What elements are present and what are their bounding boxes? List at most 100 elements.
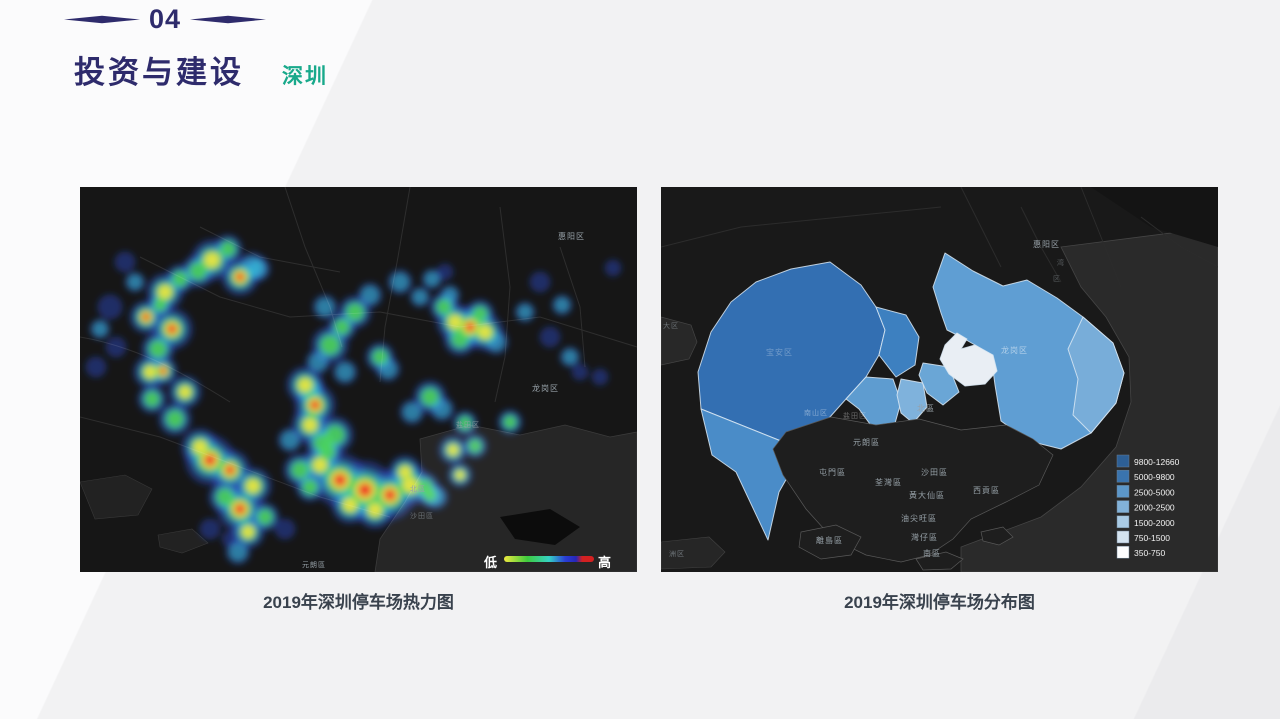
map-label: 西貢區 [973, 486, 1000, 495]
heat-blob [235, 272, 245, 282]
map-label: 元朗區 [853, 437, 880, 447]
map-label: 大区 [663, 321, 679, 330]
heat-blob [204, 454, 216, 466]
heat-blob [193, 440, 207, 454]
heat-blob [402, 477, 418, 493]
section-header: 04 [64, 6, 267, 33]
heat-blob [310, 400, 320, 410]
choropleth-figure: 惠阳区湾区大区 宝安区 龙岗区 南山区 盐田区 北區 元朗區 屯門區 荃灣區 沙田區 黃大仙區 西貢區… [661, 187, 1218, 572]
district-longhua [875, 306, 920, 378]
heat-blob [391, 273, 409, 291]
heat-blob [158, 285, 172, 299]
map-label: 盐田区 [843, 411, 867, 420]
heat-blob [249, 260, 267, 278]
heat-blob [368, 503, 382, 517]
heat-blob [358, 483, 372, 497]
heat-blob [220, 241, 236, 257]
heat-blob [436, 299, 452, 315]
heat-blob [149, 340, 167, 358]
heat-blob [204, 252, 220, 268]
heat-blob [246, 479, 260, 493]
heat-blob [105, 336, 127, 358]
legend-range-label: 350-750 [1134, 548, 1165, 558]
map-label: 荃灣區 [875, 477, 902, 487]
heat-blob [361, 286, 379, 304]
heatmap-figure: 惠阳区 龙岗区 盐田区 北區 沙田區 元朗區 低 高 [80, 187, 637, 572]
heat-blob [529, 271, 551, 293]
map-label: 沙田區 [410, 512, 434, 520]
heat-blob [403, 403, 421, 421]
heat-blob [472, 306, 488, 322]
section-number-line-right [190, 15, 267, 24]
heat-blob [189, 262, 207, 280]
heat-blob [591, 368, 609, 386]
map-label: 湾 [1057, 258, 1065, 267]
heat-blob [257, 509, 273, 525]
heat-blob-layer [85, 234, 622, 565]
heat-blob [303, 418, 317, 432]
map-label: 南區 [923, 548, 941, 558]
choropleth-caption: 2019年深圳停车场分布图 [844, 593, 1035, 612]
heat-blob [127, 274, 143, 290]
choropleth-basemap-roads [661, 187, 1218, 288]
heat-blob [336, 363, 354, 381]
heat-blob [447, 444, 459, 456]
heat-blob [281, 431, 299, 449]
map-label: 洲区 [669, 550, 685, 558]
page-subtitle: 深圳 [282, 65, 328, 88]
section-number-line-left [64, 15, 140, 24]
heat-blob [229, 543, 247, 561]
map-label: 北區 [917, 404, 935, 413]
heat-blob [291, 461, 309, 479]
heat-blob [179, 386, 191, 398]
heat-blob [225, 465, 235, 475]
legend-swatch [1116, 485, 1130, 498]
heat-blob [144, 366, 156, 378]
heat-blob [436, 263, 454, 281]
heat-blob [554, 297, 570, 313]
legend-swatch [1116, 515, 1130, 529]
map-label: 惠阳区 [558, 231, 585, 241]
map-label: 区 [1053, 275, 1061, 283]
map-label: 南山区 [804, 408, 828, 417]
map-label: 龙岗区 [1001, 345, 1028, 355]
legend-range-label: 9800-12660 [1134, 457, 1180, 467]
heat-blob [468, 439, 482, 453]
heat-blob [442, 287, 458, 303]
map-label: 離島區 [816, 535, 843, 545]
heatmap-legend-gradient-bar [504, 556, 594, 562]
map-label: 沙田區 [921, 468, 948, 477]
heat-blob [144, 391, 160, 407]
heatmap-legend-high-label: 高 [598, 555, 611, 570]
legend-range-label: 2000-2500 [1134, 503, 1175, 513]
heat-blob [448, 315, 462, 329]
district-pingshan-dapeng [1067, 316, 1125, 434]
heat-blob [346, 303, 364, 321]
heat-blob [92, 321, 108, 337]
heat-blob [423, 488, 437, 502]
heat-blob [274, 518, 296, 540]
heat-blob [114, 251, 136, 273]
heat-blob [465, 322, 475, 332]
heat-blob [298, 378, 312, 392]
heat-blob [85, 356, 107, 378]
heat-blob [167, 324, 177, 334]
heat-blob [97, 294, 123, 320]
map-label: 龙岗区 [532, 383, 559, 393]
page-title: 投资与建设 [74, 55, 244, 90]
title-row: 投资与建设 深圳 [74, 47, 328, 92]
choropleth-basemap-landmass [661, 187, 1218, 572]
heat-blob [309, 353, 327, 371]
heatmap-legend: 低 高 [483, 555, 611, 570]
district-yantian [939, 332, 998, 387]
heat-blob [320, 335, 340, 355]
district-layer [697, 252, 1125, 541]
heat-blob [455, 470, 465, 480]
legend-swatch [1116, 454, 1130, 468]
heat-blob [399, 466, 411, 478]
